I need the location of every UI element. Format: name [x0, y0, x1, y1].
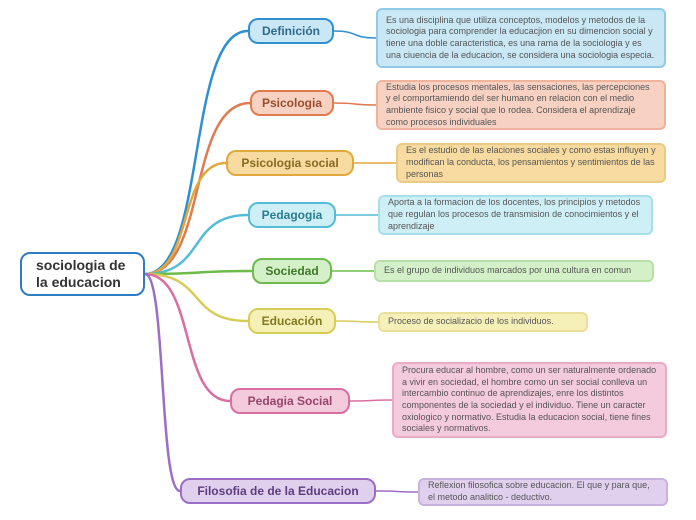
topic-node-3: Pedagogia — [248, 202, 336, 228]
desc-node-5: Proceso de socializacio de los individuo… — [378, 312, 588, 332]
desc-node-4: Es el grupo de individuos marcados por u… — [374, 260, 654, 282]
desc-node-7: Reflexion filosofica sobre educacion. El… — [418, 478, 668, 506]
desc-node-0: Es una disciplina que utiliza conceptos,… — [376, 8, 666, 68]
topic-node-5: Educación — [248, 308, 336, 334]
topic-node-0: Definición — [248, 18, 334, 44]
desc-node-6: Procura educar al hombre, como un ser na… — [392, 362, 667, 438]
topic-node-4: Sociedad — [252, 258, 332, 284]
desc-node-2: Es el estudio de las elaciones sociales … — [396, 143, 666, 183]
topic-node-7: Filosofia de de la Educacion — [180, 478, 376, 504]
topic-node-6: Pedagia Social — [230, 388, 350, 414]
topic-node-2: Psicologia social — [226, 150, 354, 176]
mindmap-canvas: sociologia de la educacion Definición Es u… — [0, 0, 696, 520]
desc-node-1: Estudia los procesos mentales, las sensa… — [376, 80, 666, 130]
root-node: sociologia de la educacion — [20, 252, 145, 296]
topic-node-1: Psicologia — [250, 90, 334, 116]
desc-node-3: Aporta a la formacion de los docentes, l… — [378, 195, 653, 235]
